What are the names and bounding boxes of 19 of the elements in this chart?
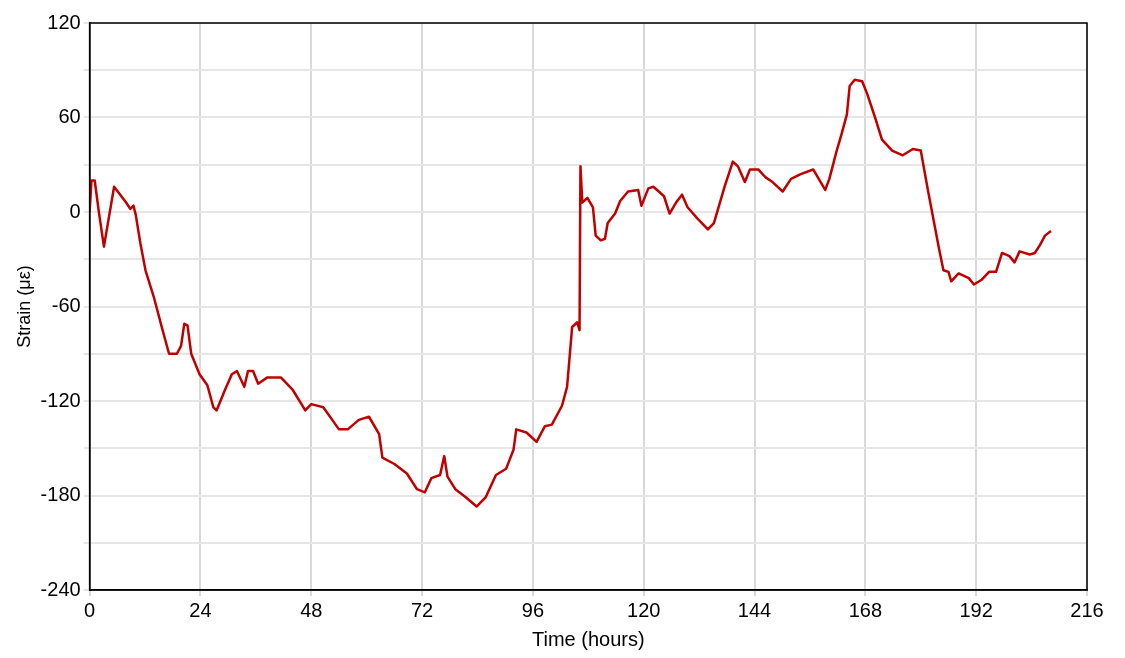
x-axis-title: Time (hours) [532,627,645,650]
x-tick-label: 48 [300,598,323,621]
x-tick-label: 0 [84,598,96,621]
x-tick-label: 144 [737,598,772,621]
y-tick-label: 60 [58,105,81,128]
y-tick-label: 120 [47,10,81,33]
y-tick-label: -60 [51,294,81,317]
x-tick-label: 168 [848,598,883,621]
x-tick-label: 24 [189,598,212,621]
y-tick-label: -240 [40,577,81,600]
y-axis-title: Strain (με) [13,265,34,348]
x-tick-label: 72 [410,598,434,621]
x-tick-label: 96 [521,598,545,621]
x-tick-label: 120 [627,598,661,621]
x-tick-label: 216 [1070,598,1104,621]
y-tick-label: -180 [40,483,81,506]
y-tick-label: -120 [40,388,81,411]
y-tick-label: 0 [69,199,81,222]
x-tick-label: 192 [959,598,993,621]
